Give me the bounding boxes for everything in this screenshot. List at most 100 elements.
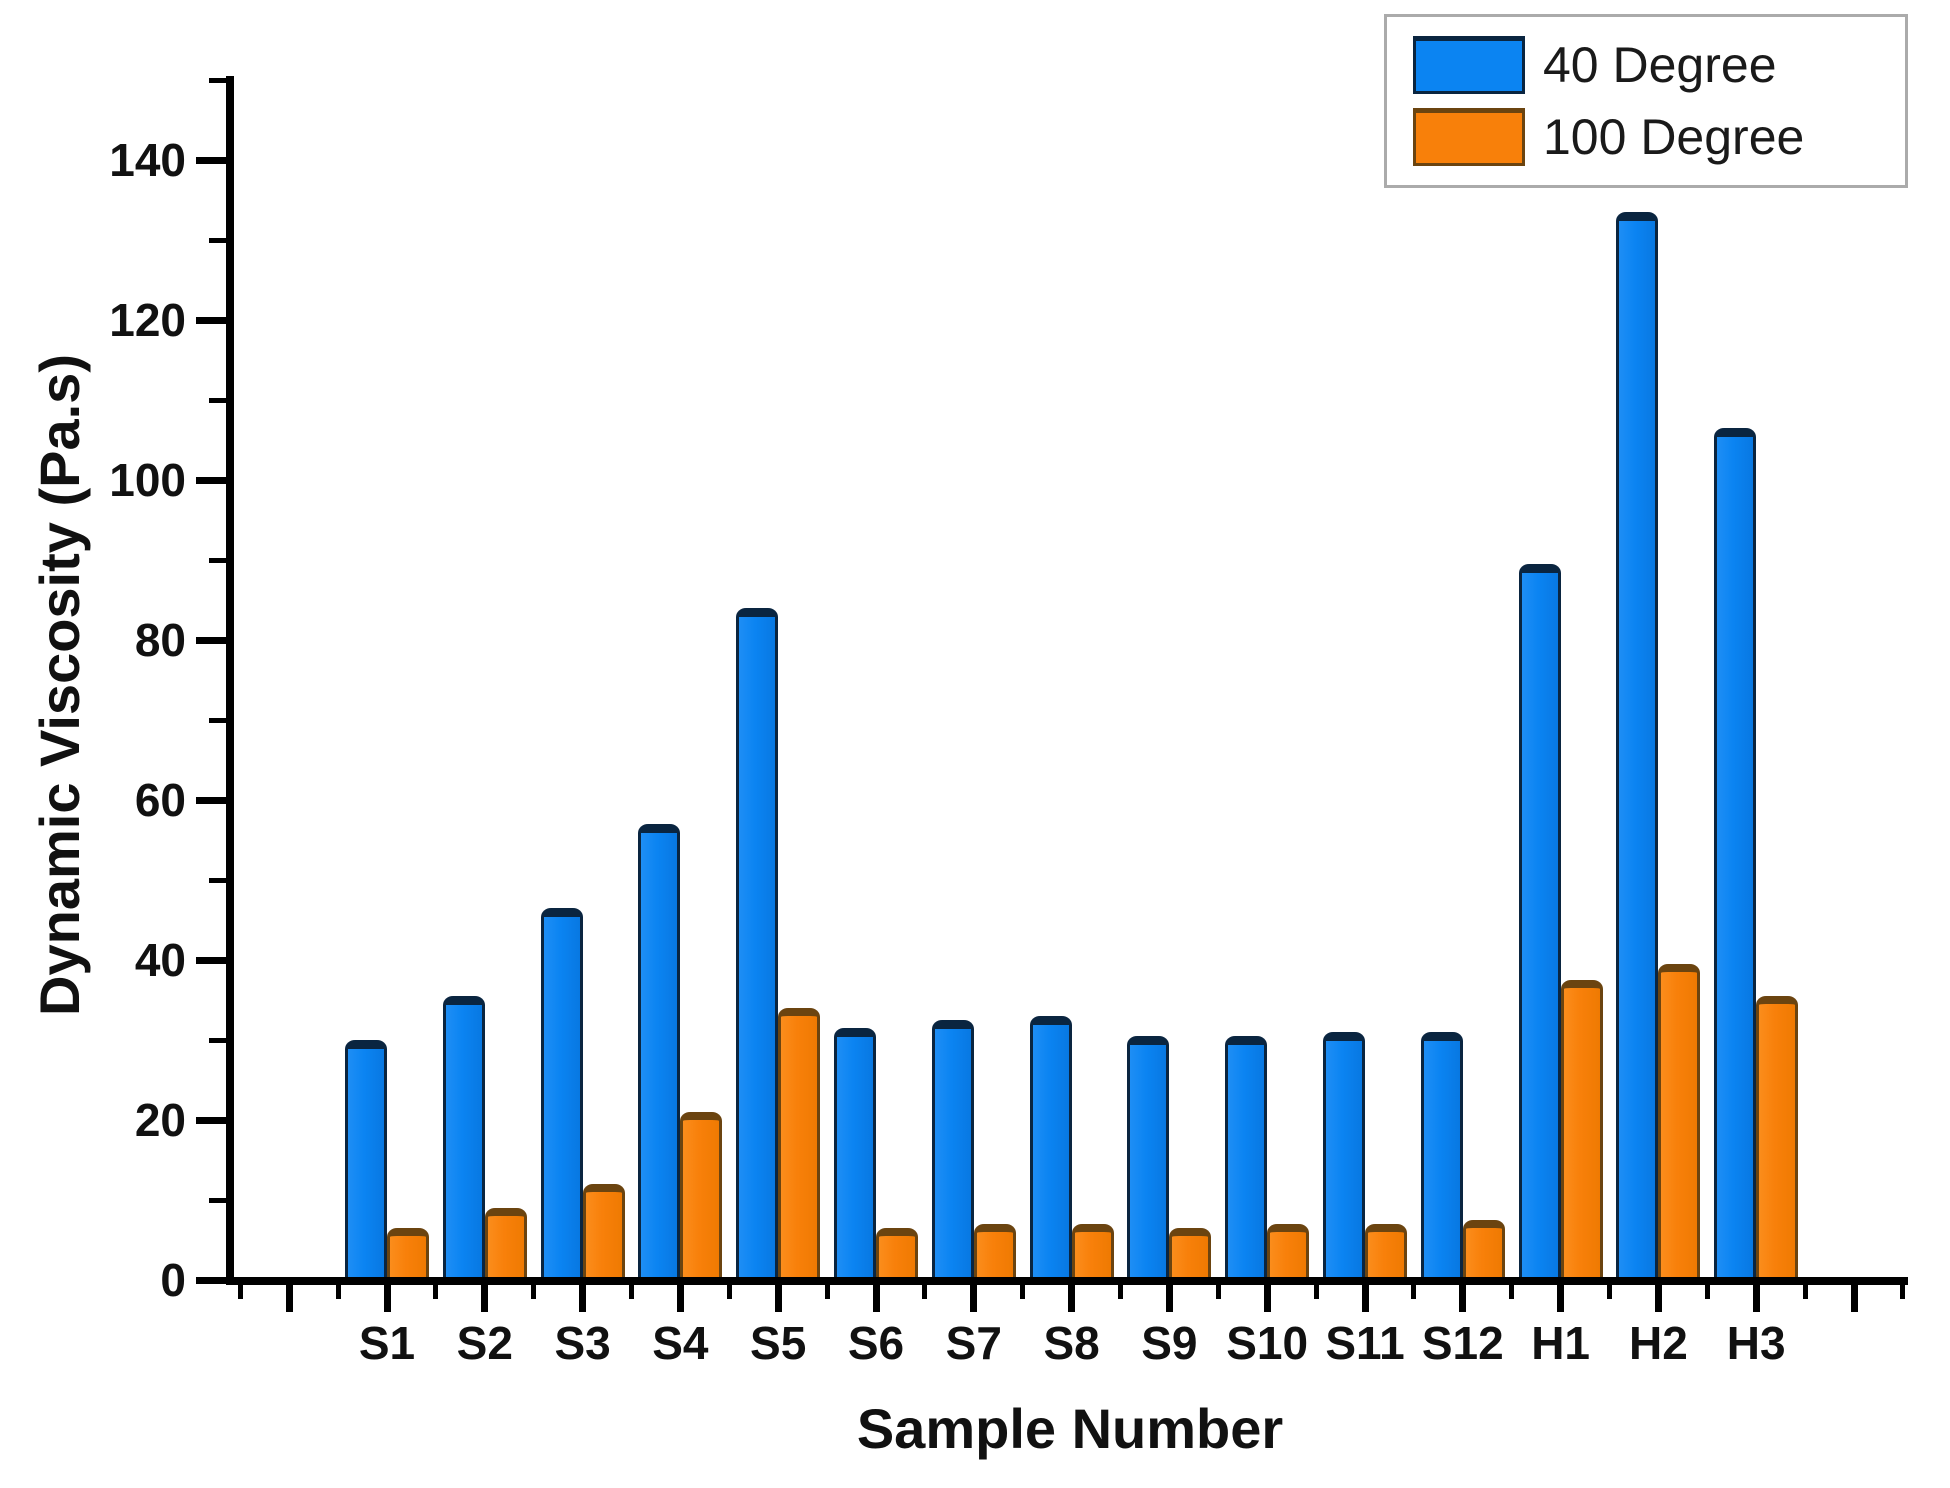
legend-item-40-degree: 40 Degree	[1387, 36, 1905, 95]
x-tick-label-S4: S4	[652, 1317, 709, 1369]
x-major-tick	[1850, 1284, 1858, 1312]
x-tick-label-S12: S12	[1421, 1317, 1504, 1369]
x-major-tick	[285, 1284, 293, 1312]
y-axis-line	[226, 76, 234, 1284]
x-minor-tick	[237, 1284, 243, 1299]
x-minor-tick	[1900, 1284, 1906, 1299]
x-axis-line	[226, 1277, 1908, 1285]
legend-swatch-40-degree	[1413, 36, 1525, 95]
bar-40-degree-S9	[1127, 1036, 1170, 1280]
x-major-tick	[1068, 1284, 1076, 1312]
x-major-tick	[970, 1284, 978, 1312]
x-major-tick	[1459, 1284, 1467, 1312]
x-axis-title: Sample Number	[856, 1397, 1284, 1460]
y-tick-label: 40	[134, 934, 186, 986]
x-tick-label-S6: S6	[847, 1317, 905, 1369]
x-major-tick	[481, 1284, 489, 1312]
y-minor-tick	[209, 1197, 226, 1203]
bar-100-degree-H2	[1658, 964, 1701, 1280]
bar-100-degree-S9	[1169, 1228, 1212, 1280]
x-tick-label-S1: S1	[358, 1317, 416, 1369]
bar-100-degree-S10	[1267, 1224, 1310, 1280]
y-minor-tick	[209, 557, 226, 563]
x-minor-tick	[824, 1284, 830, 1299]
bar-40-degree-H2	[1616, 212, 1659, 1280]
x-major-tick	[676, 1284, 684, 1312]
legend-item-100-degree: 100 Degree	[1387, 107, 1905, 166]
bar-100-degree-S1	[387, 1228, 429, 1280]
x-minor-tick	[1313, 1284, 1319, 1299]
legend-label-40-degree: 40 Degree	[1543, 37, 1777, 94]
bar-100-degree-S2	[484, 1208, 527, 1280]
x-major-tick	[1654, 1284, 1662, 1312]
bar-40-degree-S4	[638, 824, 681, 1280]
bar-100-degree-H3	[1756, 996, 1799, 1280]
x-minor-tick	[1704, 1284, 1710, 1299]
x-minor-tick	[1411, 1284, 1417, 1299]
y-minor-tick	[209, 717, 226, 723]
x-tick-label-S5: S5	[750, 1317, 807, 1369]
x-tick-label-S8: S8	[1043, 1317, 1100, 1369]
x-minor-tick	[1509, 1284, 1515, 1299]
bar-40-degree-S10	[1225, 1036, 1268, 1280]
y-minor-tick	[209, 397, 226, 403]
legend-label-100-degree: 100 Degree	[1543, 108, 1805, 165]
legend-swatch-100-degree	[1413, 107, 1525, 166]
x-tick-label-S9: S9	[1141, 1317, 1198, 1369]
y-minor-tick	[209, 877, 226, 883]
x-minor-tick	[629, 1284, 634, 1299]
x-minor-tick	[1020, 1284, 1026, 1299]
x-major-tick	[1557, 1284, 1565, 1312]
x-minor-tick	[335, 1284, 341, 1299]
x-minor-tick	[531, 1284, 537, 1299]
y-minor-tick	[209, 237, 226, 243]
y-major-tick	[196, 156, 226, 164]
bar-40-degree-H1	[1518, 564, 1561, 1280]
bar-40-degree-S5	[736, 608, 779, 1280]
bar-100-degree-S8	[1071, 1224, 1114, 1280]
x-major-tick	[1263, 1284, 1271, 1312]
x-tick-label-S2: S2	[456, 1317, 513, 1369]
y-major-tick	[196, 956, 226, 964]
x-major-tick	[383, 1284, 391, 1312]
bar-100-degree-H1	[1560, 980, 1603, 1280]
y-major-tick	[196, 1276, 226, 1284]
bar-40-degree-S3	[540, 908, 583, 1280]
y-tick-label: 100	[109, 454, 186, 506]
bar-100-degree-S6	[876, 1228, 918, 1280]
bar-100-degree-S12	[1462, 1220, 1505, 1280]
x-tick-label-S11: S11	[1325, 1317, 1405, 1369]
x-major-tick	[774, 1284, 782, 1312]
y-major-tick	[196, 636, 226, 644]
x-minor-tick	[1215, 1284, 1221, 1299]
y-tick-label: 60	[134, 774, 186, 826]
y-major-tick	[196, 1116, 226, 1124]
x-tick-label-S10: S10	[1226, 1317, 1309, 1369]
y-tick-label: 120	[109, 294, 186, 346]
y-tick-label: 20	[134, 1094, 186, 1146]
bar-40-degree-S6	[834, 1028, 876, 1280]
bar-100-degree-S3	[582, 1184, 625, 1280]
x-major-tick	[872, 1284, 880, 1312]
bar-40-degree-S2	[442, 996, 485, 1280]
bar-40-degree-S1	[345, 1040, 387, 1280]
bar-100-degree-S11	[1365, 1224, 1407, 1280]
y-minor-tick	[209, 77, 226, 83]
bar-40-degree-S8	[1029, 1016, 1072, 1280]
bar-100-degree-S7	[973, 1224, 1016, 1280]
x-tick-label-H2: H2	[1628, 1317, 1688, 1369]
y-major-tick	[196, 316, 226, 324]
x-tick-label-H3: H3	[1726, 1317, 1786, 1369]
bar-100-degree-S5	[778, 1008, 821, 1280]
x-major-tick	[1752, 1284, 1760, 1312]
bar-40-degree-S7	[931, 1020, 974, 1280]
x-major-tick	[1361, 1284, 1369, 1312]
legend: 40 Degree 100 Degree	[1384, 14, 1908, 188]
y-major-tick	[196, 476, 226, 484]
x-minor-tick	[1802, 1284, 1808, 1299]
x-major-tick	[1165, 1284, 1173, 1312]
y-minor-tick	[209, 1037, 226, 1043]
bar-100-degree-S4	[680, 1112, 723, 1280]
y-tick-label: 140	[109, 134, 186, 186]
